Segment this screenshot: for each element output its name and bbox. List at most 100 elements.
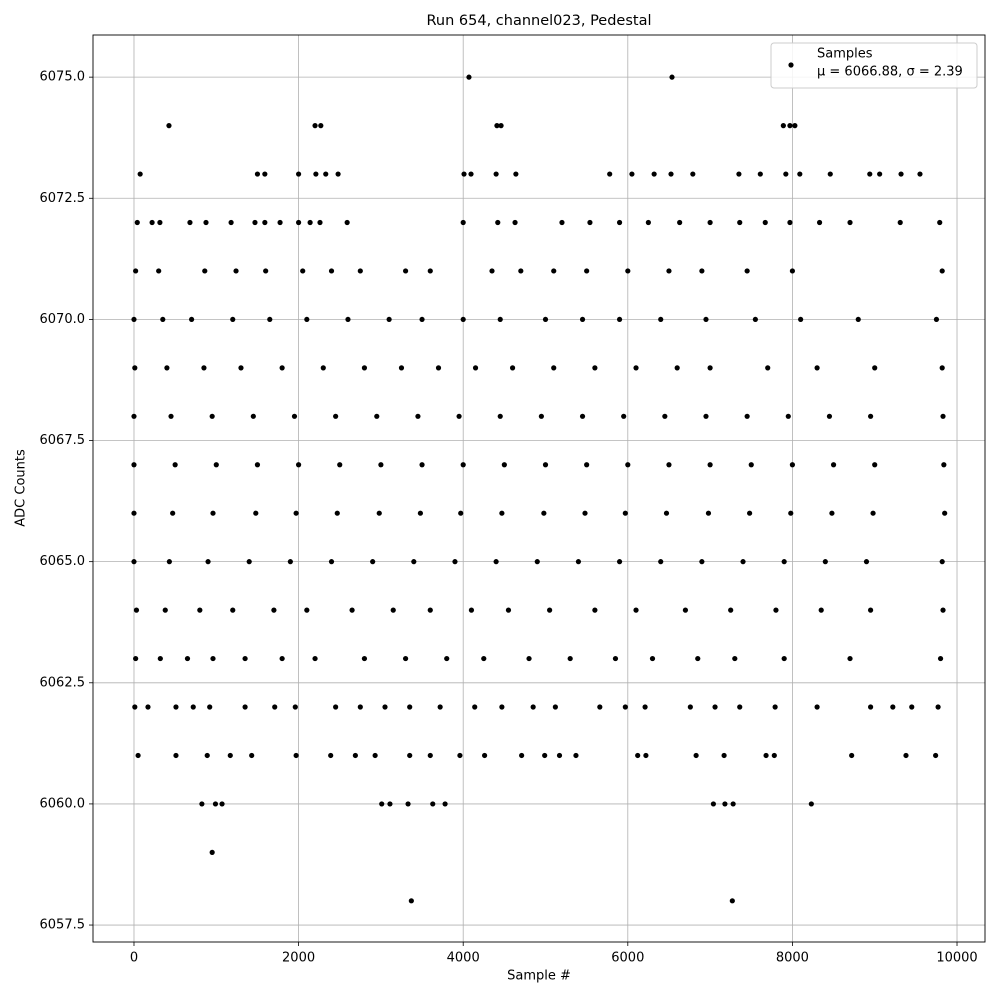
data-point <box>737 704 743 710</box>
data-point <box>468 607 475 613</box>
data-point <box>379 801 385 807</box>
data-point <box>210 655 216 662</box>
data-point <box>575 559 582 565</box>
legend: Samples μ = 6066.88, σ = 2.39 <box>770 42 978 89</box>
data-point <box>530 704 536 710</box>
data-point <box>254 171 261 177</box>
data-point <box>427 607 433 613</box>
data-point <box>456 413 462 419</box>
data-point <box>132 704 138 710</box>
data-point <box>271 607 277 613</box>
data-point <box>133 607 140 613</box>
data-point <box>597 704 603 710</box>
data-point <box>293 752 299 759</box>
data-point <box>693 752 699 759</box>
data-point <box>209 849 215 855</box>
data-point <box>822 559 828 565</box>
data-point <box>372 752 378 759</box>
data-point <box>909 704 915 710</box>
data-point <box>168 413 174 419</box>
data-point <box>855 316 861 323</box>
data-point <box>398 365 405 371</box>
data-point <box>771 752 777 759</box>
data-point <box>249 752 255 759</box>
data-point <box>808 801 814 807</box>
data-point <box>172 462 178 468</box>
data-point <box>279 655 285 662</box>
data-point <box>304 316 310 323</box>
data-point <box>867 413 874 419</box>
data-point <box>607 171 613 177</box>
data-point <box>493 559 499 565</box>
data-point <box>207 704 213 710</box>
data-point <box>584 268 590 274</box>
data-point <box>559 219 565 226</box>
data-point <box>427 268 433 274</box>
data-point <box>736 171 742 177</box>
data-point <box>267 316 273 323</box>
data-point <box>737 219 743 226</box>
data-point <box>344 219 350 226</box>
data-point <box>481 752 488 759</box>
data-point <box>863 559 870 565</box>
data-point <box>408 898 414 904</box>
data-point <box>242 655 248 662</box>
data-point <box>699 268 705 274</box>
data-point <box>635 752 641 759</box>
data-point <box>730 801 736 807</box>
data-point <box>157 655 163 662</box>
data-point <box>519 752 525 759</box>
data-point <box>633 607 639 613</box>
data-point <box>663 510 670 516</box>
data-point <box>212 801 219 807</box>
y-tick-label: 6065.0 <box>40 554 86 569</box>
data-point <box>210 510 216 516</box>
data-point <box>205 559 211 565</box>
data-point <box>712 704 718 710</box>
data-point <box>333 413 339 419</box>
data-point <box>390 607 396 613</box>
data-point <box>721 752 727 759</box>
data-point <box>219 801 225 807</box>
data-point <box>592 365 598 371</box>
data-point <box>131 462 137 468</box>
legend-note: μ = 6066.88, σ = 2.39 <box>817 65 963 80</box>
data-point <box>662 413 668 419</box>
data-point <box>703 316 709 323</box>
data-point <box>732 655 738 662</box>
data-point <box>633 365 639 371</box>
data-point <box>489 268 495 274</box>
data-point <box>357 268 363 274</box>
data-point <box>317 219 323 226</box>
data-point <box>157 219 163 226</box>
data-point <box>666 462 672 468</box>
data-point <box>877 171 883 177</box>
data-point <box>295 219 302 226</box>
data-point <box>677 219 683 226</box>
data-point <box>405 801 411 807</box>
data-point <box>783 171 789 177</box>
data-point <box>513 171 519 177</box>
data-point <box>162 607 168 613</box>
data-point <box>551 268 557 274</box>
data-point <box>872 365 878 371</box>
data-point <box>666 268 672 274</box>
data-point <box>452 559 458 565</box>
data-point <box>622 510 628 516</box>
data-point <box>402 655 409 662</box>
data-point <box>592 607 598 613</box>
data-point <box>320 365 326 371</box>
data-point <box>541 510 547 516</box>
data-point <box>170 510 176 516</box>
data-point <box>417 510 424 516</box>
data-point <box>203 219 209 226</box>
data-point <box>584 462 590 468</box>
data-point <box>582 510 588 516</box>
data-point <box>645 219 651 226</box>
data-point <box>587 219 593 226</box>
data-point <box>334 510 340 516</box>
data-point <box>497 316 503 323</box>
data-point <box>374 413 380 419</box>
data-point <box>312 655 318 662</box>
